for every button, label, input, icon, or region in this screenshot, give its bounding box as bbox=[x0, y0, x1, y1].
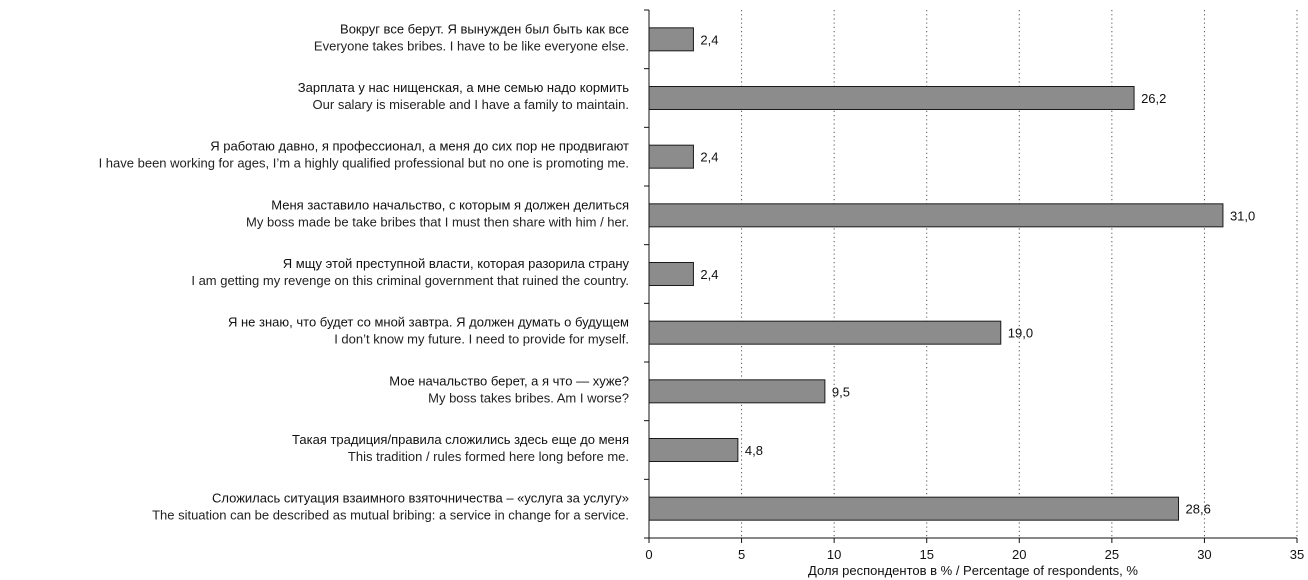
x-tick-label: 25 bbox=[1105, 547, 1119, 562]
category-label-en: Our salary is miserable and I have a fam… bbox=[313, 97, 629, 112]
bar-value-label: 26,2 bbox=[1141, 91, 1166, 106]
bar bbox=[649, 28, 693, 51]
bar bbox=[649, 439, 738, 462]
category-label-en: My boss takes bribes. Am I worse? bbox=[428, 390, 629, 405]
x-tick-label: 0 bbox=[645, 547, 652, 562]
category-label-en: I am getting my revenge on this criminal… bbox=[191, 273, 629, 288]
category-label-en: I don’t know my future. I need to provid… bbox=[334, 332, 629, 347]
x-tick-label: 20 bbox=[1012, 547, 1026, 562]
bar-value-label: 4,8 bbox=[745, 443, 763, 458]
x-tick-label: 10 bbox=[827, 547, 841, 562]
bar-value-label: 9,5 bbox=[832, 384, 850, 399]
category-label-en: This tradition / rules formed here long … bbox=[348, 449, 629, 464]
bar-value-label: 19,0 bbox=[1008, 326, 1033, 341]
category-label-ru: Я не знаю, что будет со мной завтра. Я д… bbox=[228, 315, 629, 330]
x-tick-label: 15 bbox=[919, 547, 933, 562]
bar-value-label: 2,4 bbox=[700, 267, 718, 282]
bar bbox=[649, 87, 1134, 110]
category-label-ru: Вокруг все берут. Я вынужден был быть ка… bbox=[340, 21, 629, 36]
category-label-en: Everyone takes bribes. I have to be like… bbox=[314, 38, 629, 53]
category-label-ru: Я работаю давно, я профессионал, а меня … bbox=[210, 139, 629, 154]
x-axis-title: Доля респондентов в % / Percentage of re… bbox=[808, 563, 1138, 578]
category-label-ru: Такая традиция/правила сложились здесь е… bbox=[292, 432, 629, 447]
bar bbox=[649, 145, 693, 168]
bar-value-label: 2,4 bbox=[700, 32, 718, 47]
category-label-en: The situation can be described as mutual… bbox=[152, 508, 629, 523]
x-tick-label: 35 bbox=[1290, 547, 1304, 562]
bar-value-label: 31,0 bbox=[1230, 208, 1255, 223]
bar-value-label: 28,6 bbox=[1186, 502, 1211, 517]
category-label-en: I have been working for ages, I’m a high… bbox=[99, 156, 629, 171]
category-labels: Вокруг все берут. Я вынужден был быть ка… bbox=[99, 21, 630, 522]
category-label-ru: Зарплата у нас нищенская, а мне семью на… bbox=[298, 80, 629, 95]
category-label-ru: Сложилась ситуация взаимного взяточничес… bbox=[212, 491, 629, 506]
bar bbox=[649, 380, 825, 403]
bar bbox=[649, 321, 1001, 344]
category-label-ru: Меня заставило начальство, с которым я д… bbox=[271, 197, 629, 212]
bar bbox=[649, 497, 1179, 520]
category-label-en: My boss made be take bribes that I must … bbox=[246, 214, 629, 229]
category-label-ru: Мое начальство берет, а я что — хуже? bbox=[389, 373, 629, 388]
x-tick-label: 5 bbox=[738, 547, 745, 562]
bar bbox=[649, 263, 693, 286]
category-label-ru: Я мщу этой преступной власти, которая ра… bbox=[283, 256, 630, 271]
bar bbox=[649, 204, 1223, 227]
x-tick-label: 30 bbox=[1197, 547, 1211, 562]
bar-value-label: 2,4 bbox=[700, 150, 718, 165]
bars: 2,4 26,2 2,4 31,0 2,4 19,0 9,5 4,8 28,6 bbox=[649, 28, 1255, 520]
